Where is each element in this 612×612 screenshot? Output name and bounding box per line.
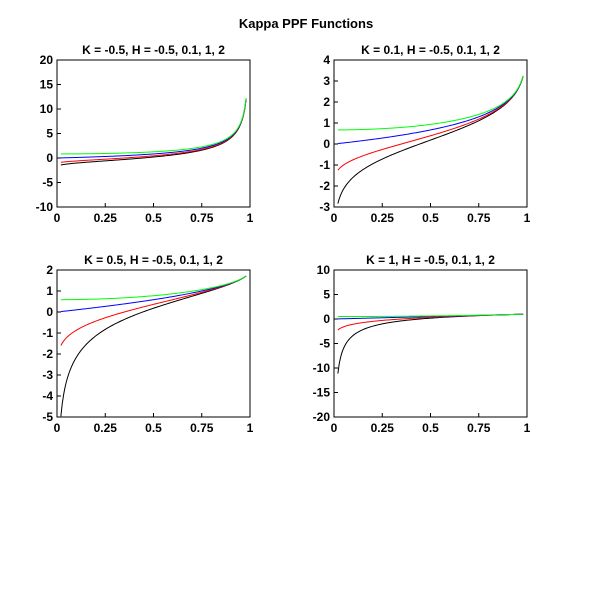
series-line [337, 76, 524, 204]
figure-title: Kappa PPF Functions [239, 16, 373, 31]
series-line [60, 275, 247, 417]
series-line [60, 98, 247, 166]
y-tick-label: 20 [40, 53, 54, 67]
y-tick-label: -20 [313, 410, 331, 424]
y-tick-label: -5 [319, 337, 330, 351]
y-tick-label: -10 [36, 200, 54, 214]
x-tick-label: 0 [331, 211, 338, 225]
x-tick-label: 0.5 [145, 421, 162, 435]
x-tick-label: 0 [54, 421, 61, 435]
x-tick-label: 1 [524, 211, 531, 225]
y-tick-label: -2 [42, 347, 53, 361]
chart-panel: K = -0.5, H = -0.5, 0.1, 1, 2 0 0.25 0.5 0.7… [36, 43, 254, 225]
y-tick-label: 1 [323, 116, 330, 130]
chart-panel: K = 1, H = -0.5, 0.1, 1, 2 0 0.25 0.5 0.75 1 -… [313, 253, 531, 435]
y-tick-label: 0 [46, 151, 53, 165]
y-tick-label: -4 [42, 389, 53, 403]
x-tick-label: 0.25 [94, 421, 118, 435]
x-tick-label: 0.75 [190, 211, 214, 225]
y-tick-label: -5 [42, 176, 53, 190]
y-tick-label: -15 [313, 386, 331, 400]
x-tick-label: 0.75 [467, 421, 491, 435]
series-line [337, 75, 524, 171]
plot-frame [333, 59, 528, 208]
x-tick-label: 1 [247, 421, 254, 435]
series-line [337, 75, 524, 145]
series-line [337, 75, 524, 131]
y-tick-label: -3 [42, 368, 53, 382]
y-tick-label: 5 [46, 127, 53, 141]
x-tick-label: 0.25 [371, 421, 395, 435]
x-tick-label: 0.5 [422, 211, 439, 225]
y-tick-label: -10 [313, 361, 331, 375]
x-tick-label: 0.75 [190, 421, 214, 435]
x-tick-label: 0 [331, 421, 338, 435]
series-line [60, 98, 247, 159]
series-line [60, 275, 247, 301]
y-tick-label: 3 [323, 74, 330, 88]
y-tick-label: 0 [323, 137, 330, 151]
y-tick-label: 2 [323, 95, 330, 109]
y-tick-label: 10 [40, 102, 54, 116]
plot-frame [56, 59, 251, 208]
chart-panel: K = 0.5, H = -0.5, 0.1, 1, 2 0 0.25 0.5 0.75… [42, 253, 253, 435]
chart-title: K = 1, H = -0.5, 0.1, 1, 2 [366, 253, 495, 267]
series-line [60, 98, 247, 155]
x-tick-label: 0.75 [467, 211, 491, 225]
chart-title: K = 0.1, H = -0.5, 0.1, 1, 2 [361, 43, 500, 57]
plot-frame [56, 269, 251, 418]
chart-panel: K = 0.1, H = -0.5, 0.1, 1, 2 0 0.25 0.5 0.75… [319, 43, 530, 225]
x-tick-label: 0.5 [422, 421, 439, 435]
y-tick-label: -1 [42, 326, 53, 340]
y-tick-label: 10 [317, 263, 331, 277]
x-tick-label: 0.25 [371, 211, 395, 225]
y-tick-label: 1 [46, 284, 53, 298]
y-tick-label: -2 [319, 179, 330, 193]
series-line [60, 98, 247, 163]
x-tick-label: 1 [247, 211, 254, 225]
series-line [337, 313, 524, 374]
chart-title: K = 0.5, H = -0.5, 0.1, 1, 2 [84, 253, 223, 267]
y-tick-label: 4 [323, 53, 330, 67]
x-tick-label: 1 [524, 421, 531, 435]
x-tick-label: 0 [54, 211, 61, 225]
y-tick-label: -1 [319, 158, 330, 172]
y-tick-label: 2 [46, 263, 53, 277]
chart-title: K = -0.5, H = -0.5, 0.1, 1, 2 [82, 43, 225, 57]
series-line [337, 313, 524, 318]
y-tick-label: -3 [319, 200, 330, 214]
x-tick-label: 0.25 [94, 211, 118, 225]
plot-frame [333, 269, 528, 418]
y-tick-label: 5 [323, 288, 330, 302]
series-line [60, 275, 247, 313]
x-tick-label: 0.5 [145, 211, 162, 225]
y-tick-label: 15 [40, 78, 54, 92]
y-tick-label: 0 [323, 312, 330, 326]
y-tick-label: -5 [42, 410, 53, 424]
y-tick-label: 0 [46, 305, 53, 319]
series-line [60, 275, 247, 346]
